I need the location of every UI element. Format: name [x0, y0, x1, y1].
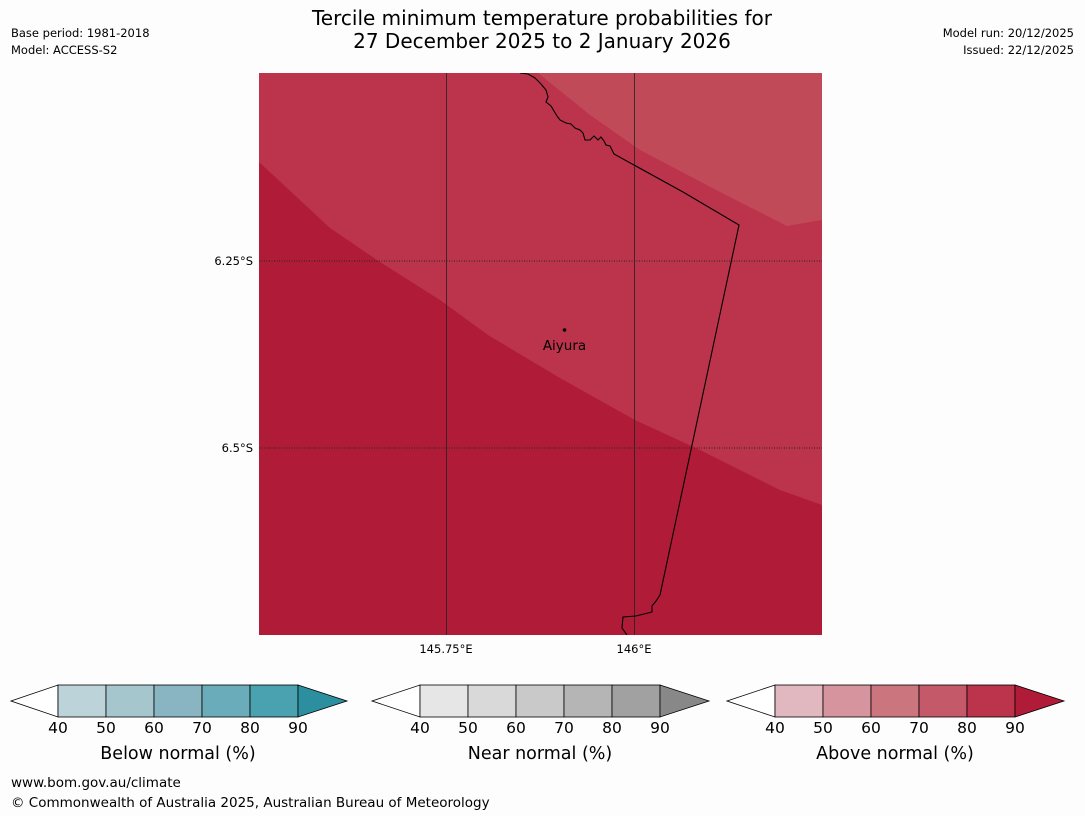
lon-label-145-75: 145.75°E [419, 642, 473, 656]
cb-above-50-60 [822, 684, 872, 718]
cb-near-60-70 [515, 684, 565, 718]
cb-above-extend-low [726, 684, 776, 718]
model-name: Model: ACCESS-S2 [11, 43, 118, 57]
cb-above-70-80 [918, 684, 968, 718]
title-line-2: 27 December 2025 to 2 January 2026 [353, 29, 731, 53]
cb-below-tick: 50 [96, 719, 116, 737]
cb-below-title: Below normal (%) [100, 744, 256, 764]
run-info: Model run: 20/12/2025 Issued: 22/12/2025 [943, 25, 1074, 59]
footer-copyright: © Commonwealth of Australia 2025, Austra… [11, 795, 490, 811]
chart-title: Tercile minimum temperature probabilitie… [242, 7, 842, 53]
lat-label-6-5: 6.5°S [221, 441, 253, 455]
cb-near-extend-low [371, 684, 421, 718]
cb-above-tick: 50 [813, 719, 833, 737]
cb-above-extend-high [1014, 684, 1066, 718]
cb-above-title: Above normal (%) [816, 744, 974, 764]
cb-below-extend-low [10, 684, 59, 718]
place-label-aiyura: Aiyura [543, 338, 586, 354]
cb-above-40-50 [774, 684, 824, 718]
province-border [519, 73, 740, 635]
cb-near-tick: 90 [650, 719, 670, 737]
cb-near-tick: 60 [506, 719, 526, 737]
cb-near-title: Near normal (%) [467, 744, 613, 764]
issued-date: Issued: 22/12/2025 [963, 43, 1074, 57]
lon-label-146: 146°E [616, 642, 652, 656]
cb-below-tick: 70 [192, 719, 212, 737]
cb-below-80-90 [249, 684, 299, 718]
cb-near-tick: 70 [554, 719, 574, 737]
model-info: Base period: 1981-2018 Model: ACCESS-S2 [11, 25, 150, 59]
cb-below-extend-high [297, 684, 349, 718]
cb-near-50-60 [467, 684, 517, 718]
cb-near-80-90 [611, 684, 661, 718]
cb-above-tick: 40 [765, 719, 785, 737]
cb-below-60-70 [153, 684, 203, 718]
colorbar-near-normal [371, 684, 711, 718]
cb-above-tick: 60 [861, 719, 881, 737]
cb-below-70-80 [201, 684, 251, 718]
cb-above-tick: 80 [957, 719, 977, 737]
cb-near-tick: 80 [602, 719, 622, 737]
model-run-date: Model run: 20/12/2025 [942, 26, 1074, 40]
base-period: Base period: 1981-2018 [11, 26, 150, 40]
cb-above-tick: 90 [1005, 719, 1025, 737]
cb-above-80-90 [966, 684, 1016, 718]
region-above-60-70 [538, 73, 822, 226]
cb-above-60-70 [870, 684, 920, 718]
cb-near-70-80 [563, 684, 613, 718]
cb-below-tick: 80 [240, 719, 260, 737]
cb-near-tick: 50 [458, 719, 478, 737]
region-above-70-80 [259, 73, 822, 505]
cb-below-tick: 40 [48, 719, 68, 737]
cb-above-tick: 70 [909, 719, 929, 737]
cb-near-40-50 [419, 684, 469, 718]
footer-url: www.bom.gov.au/climate [11, 775, 181, 791]
title-line-1: Tercile minimum temperature probabilitie… [311, 6, 773, 30]
cb-near-tick: 40 [410, 719, 430, 737]
cb-below-tick: 90 [288, 719, 308, 737]
colorbar-above-normal [726, 684, 1066, 718]
aiyura-marker [562, 328, 567, 332]
colorbar-below-normal [10, 684, 349, 718]
lat-label-6-25: 6.25°S [214, 254, 253, 268]
cb-below-40-50 [57, 684, 107, 718]
cb-below-tick: 60 [144, 719, 164, 737]
cb-near-extend-high [659, 684, 711, 718]
cb-below-50-60 [105, 684, 155, 718]
